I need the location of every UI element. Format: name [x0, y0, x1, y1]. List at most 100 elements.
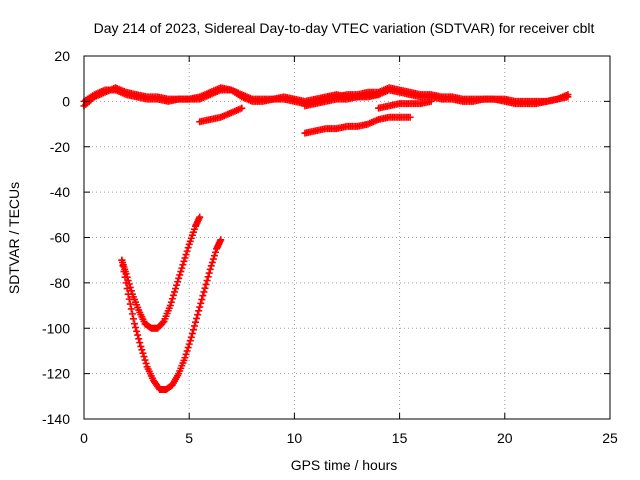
data-point — [183, 347, 191, 355]
x-tick-label: 20 — [497, 430, 513, 446]
y-tick-label: -100 — [42, 320, 70, 336]
data-point — [207, 262, 215, 270]
y-tick-label: -40 — [50, 184, 70, 200]
data-point — [197, 299, 205, 307]
data-point — [167, 298, 175, 306]
data-point — [196, 213, 204, 221]
data-point — [209, 255, 217, 263]
data-point — [130, 320, 138, 328]
data-point — [183, 247, 191, 255]
data-point — [173, 281, 181, 289]
y-axis-title: SDTVAR / TECUs — [6, 182, 22, 294]
data-point — [124, 290, 132, 298]
series-arc-minus10 — [196, 104, 246, 126]
y-tick-label: -60 — [50, 230, 70, 246]
series-arc-low-small — [375, 97, 435, 112]
data-point — [212, 248, 219, 256]
data-point — [121, 273, 129, 281]
series-dip-100 — [118, 213, 204, 332]
x-axis-title: GPS time / hours — [291, 457, 398, 473]
y-tick-label: -80 — [50, 275, 70, 291]
y-tick-label: -20 — [50, 139, 70, 155]
data-point — [198, 296, 206, 304]
data-point — [135, 335, 143, 343]
data-point — [182, 251, 190, 259]
axis-ticks — [83, 55, 611, 420]
data-point — [125, 295, 133, 303]
data-point — [184, 244, 192, 252]
series-arc-upper-short — [301, 91, 383, 110]
data-point — [427, 97, 435, 105]
data-point — [190, 322, 198, 330]
x-tick-label: 5 — [185, 430, 193, 446]
x-tick-label: 25 — [602, 430, 618, 446]
data-point — [140, 353, 148, 361]
series-arc-minus12 — [301, 113, 414, 137]
x-tick-label: 0 — [80, 430, 88, 446]
data-point — [137, 342, 145, 350]
data-point — [119, 262, 127, 270]
data-point — [200, 288, 208, 296]
data-point — [125, 280, 133, 288]
data-point — [139, 349, 147, 357]
data-point — [178, 264, 186, 272]
data-point — [129, 315, 137, 323]
data-point — [406, 113, 414, 121]
data-point — [128, 310, 136, 318]
data-point — [187, 333, 195, 341]
data-point — [159, 319, 167, 327]
data-point — [141, 356, 149, 364]
data-series — [80, 84, 572, 394]
plot-frame — [83, 55, 611, 420]
data-point — [206, 265, 214, 273]
data-point — [238, 104, 246, 112]
data-point — [134, 331, 142, 339]
data-point — [185, 340, 193, 348]
data-point — [182, 350, 190, 358]
data-point — [133, 327, 141, 335]
y-tick-label: -140 — [42, 411, 70, 427]
x-tick-label: 10 — [287, 430, 303, 446]
data-point — [186, 337, 194, 345]
data-point — [564, 91, 572, 99]
data-point — [195, 307, 203, 315]
data-point — [142, 359, 150, 367]
data-point — [166, 302, 174, 310]
data-point — [202, 280, 210, 288]
data-point — [181, 254, 189, 262]
y-axis-tick-labels: -140 -120 -100 -80 -60 -40 -20 0 20 — [42, 48, 70, 427]
data-point — [210, 252, 218, 260]
data-point — [176, 271, 184, 279]
y-tick-label: -120 — [42, 366, 70, 382]
series-dip-127 — [118, 236, 225, 394]
data-point — [138, 346, 146, 354]
data-point — [205, 269, 213, 277]
data-point — [217, 236, 225, 244]
data-point — [204, 273, 212, 281]
data-point — [201, 284, 209, 292]
data-point — [181, 354, 189, 362]
data-point — [177, 268, 185, 276]
grid-lines — [84, 56, 610, 419]
data-point — [127, 287, 135, 295]
data-point — [122, 279, 130, 287]
y-tick-label: 0 — [62, 93, 70, 109]
data-point — [188, 330, 196, 338]
data-point — [199, 292, 207, 300]
data-point — [172, 285, 180, 293]
data-point — [174, 278, 182, 286]
data-point — [127, 305, 135, 313]
x-tick-label: 15 — [392, 430, 408, 446]
data-point — [175, 274, 183, 282]
data-point — [179, 261, 187, 269]
data-point — [126, 300, 134, 308]
data-point — [126, 283, 134, 291]
data-point — [203, 277, 211, 285]
data-point — [132, 323, 140, 331]
data-point — [189, 326, 197, 334]
data-point — [120, 268, 128, 276]
data-point — [136, 339, 144, 347]
data-point — [192, 318, 200, 326]
data-point — [123, 285, 131, 293]
